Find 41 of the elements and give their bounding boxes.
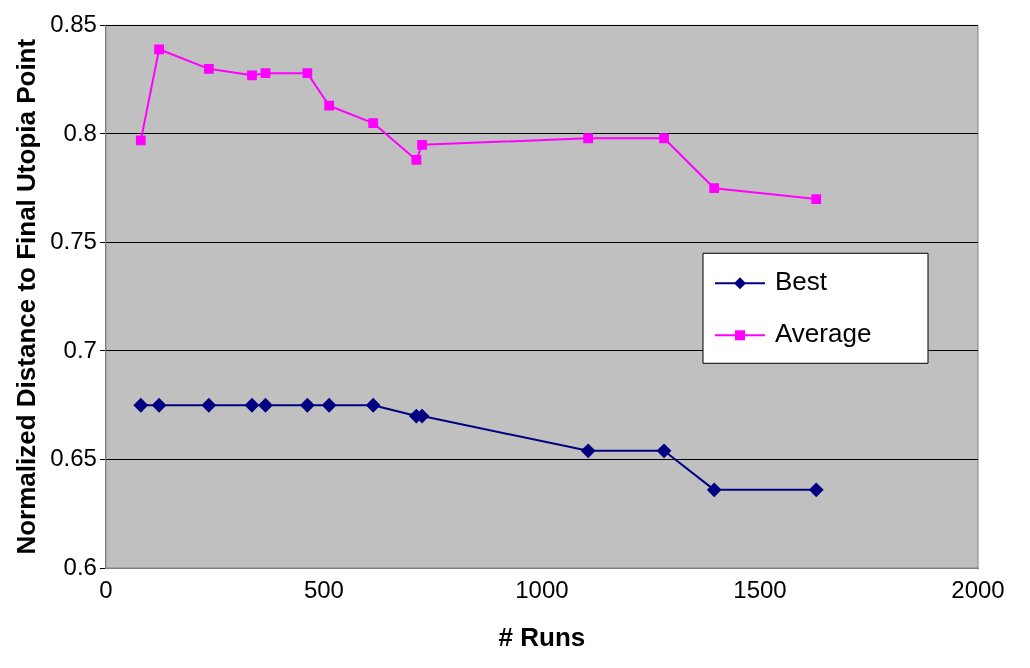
x-tick-label: 2000: [951, 576, 1005, 604]
point: [811, 194, 822, 204]
point: [302, 68, 313, 79]
legend-label: Best: [775, 266, 828, 297]
y-axis-title: Normalized Distance to Final Utopia Point: [10, 38, 41, 555]
point: [247, 70, 257, 81]
point: [583, 133, 594, 144]
point: [657, 443, 672, 458]
point: [809, 482, 824, 497]
point: [201, 398, 216, 413]
point: [260, 68, 271, 79]
point: [707, 482, 722, 497]
point: [244, 398, 259, 413]
point: [322, 398, 337, 413]
point: [152, 398, 167, 413]
point: [417, 139, 427, 150]
point: [133, 398, 148, 413]
point: [581, 443, 596, 458]
x-tick-label: 1000: [515, 576, 569, 604]
x-tick-label: 1500: [733, 576, 787, 604]
point: [154, 44, 164, 55]
y-tick-label: 0.75: [50, 227, 97, 255]
x-tick-label: 0: [99, 576, 113, 604]
legend-label: Average: [775, 318, 872, 349]
point: [324, 100, 335, 111]
point: [203, 63, 214, 74]
y-tick-label: 0.8: [63, 118, 97, 146]
point: [135, 135, 146, 146]
point: [258, 398, 273, 413]
point: [366, 398, 381, 413]
point: [368, 118, 379, 128]
y-tick-label: 0.6: [63, 552, 97, 580]
point: [709, 183, 720, 194]
x-axis-title: # Runs: [498, 621, 586, 652]
y-tick-label: 0.7: [63, 335, 97, 363]
y-tick-label: 0.85: [50, 10, 97, 38]
point: [659, 133, 669, 144]
x-tick-label: 500: [303, 576, 344, 604]
y-tick-label: 0.65: [50, 444, 97, 472]
point: [300, 398, 315, 413]
point: [411, 155, 422, 165]
